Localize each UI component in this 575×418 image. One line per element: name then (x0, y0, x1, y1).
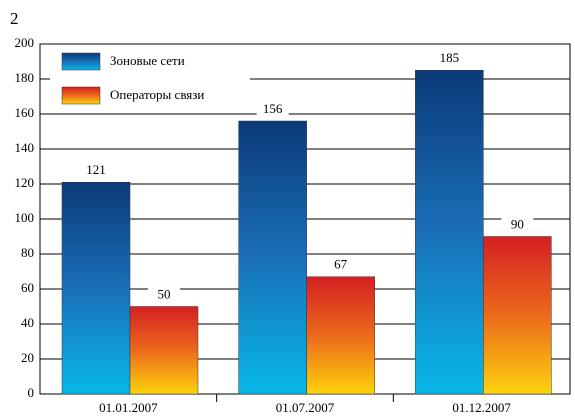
legend-swatch (61, 86, 101, 105)
x-tick-label: 01.01.2007 (99, 400, 158, 415)
y-tick-label: 100 (15, 210, 35, 225)
y-tick-label: 80 (21, 245, 34, 260)
value-label-bg (324, 256, 357, 273)
value-label-bg (256, 101, 289, 117)
legend-label: Зоновые сети (110, 53, 185, 68)
legend-label: Операторы связи (110, 87, 204, 102)
bar (306, 276, 375, 395)
bar (129, 306, 199, 395)
y-tick-label: 120 (15, 175, 35, 190)
value-label: 67 (334, 257, 348, 272)
y-tick-label: 200 (15, 35, 35, 50)
y-tick-label: 20 (21, 350, 34, 365)
value-label: 121 (86, 162, 106, 177)
value-label: 50 (158, 286, 171, 301)
value-label-bg (148, 286, 180, 303)
bar (238, 120, 307, 395)
y-tick-label: 60 (21, 280, 34, 295)
y-tick-label: 160 (15, 105, 35, 120)
value-label: 90 (511, 216, 524, 231)
y-tick-label: 140 (15, 140, 35, 155)
chart-title: 2 (10, 9, 19, 28)
value-label: 185 (440, 50, 460, 65)
x-tick-label: 01.12.2007 (452, 400, 511, 415)
bar (61, 182, 131, 395)
y-tick-label: 180 (15, 70, 35, 85)
y-tick-label: 40 (21, 315, 34, 330)
value-label-bg (501, 216, 534, 233)
bar (483, 236, 552, 395)
value-label-bg (80, 162, 112, 179)
x-tick-label: 01.07.2007 (276, 400, 335, 415)
value-label-bg (433, 50, 466, 67)
y-tick-label: 0 (28, 385, 35, 400)
legend-swatch (61, 52, 101, 71)
bar (415, 70, 484, 395)
value-label: 156 (263, 101, 283, 116)
